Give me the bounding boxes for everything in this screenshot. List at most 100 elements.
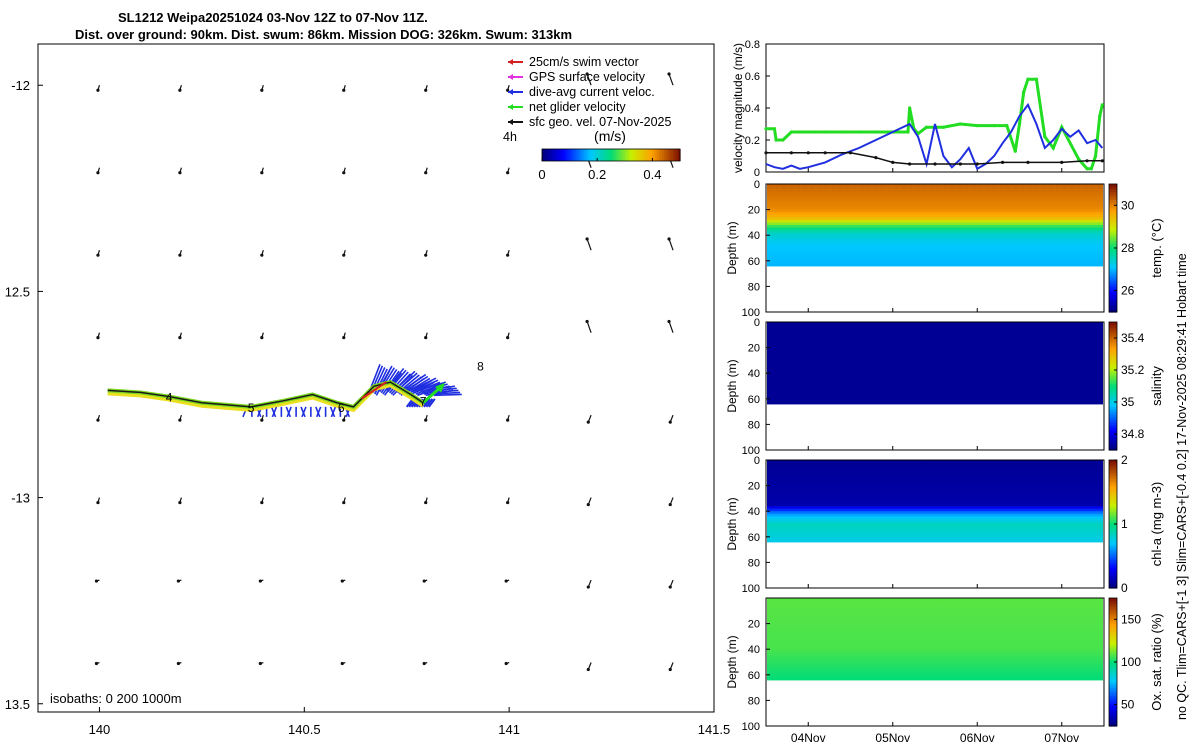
- surface-sample: [872, 597, 878, 603]
- section-band: [767, 521, 1103, 525]
- section-ytick-label: 60: [748, 670, 760, 682]
- colorbar-cell: [1109, 409, 1117, 413]
- velocity-ytick-label: 0.6: [745, 71, 760, 83]
- velocity-point: [1034, 77, 1038, 81]
- sfc-velocity-arrow: [668, 579, 674, 589]
- surface-sample: [816, 459, 822, 465]
- section-frame: [765, 183, 1105, 313]
- colorbar-cell: [1109, 286, 1117, 290]
- surface-sample: [943, 459, 948, 465]
- colorbar-cell: [1109, 685, 1117, 689]
- surface-sample: [823, 321, 829, 327]
- section-ytick-label: 0: [754, 455, 760, 467]
- surface-sample: [809, 459, 815, 465]
- surface-sample: [1083, 183, 1089, 189]
- section-band: [767, 401, 1103, 405]
- surface-sample: [908, 183, 913, 189]
- colorbar-cell: [594, 149, 598, 161]
- surface-sample: [816, 321, 822, 327]
- colorbar-cell: [606, 149, 610, 161]
- colorbar-cell: [562, 149, 566, 161]
- sfc-velocity-arrow: [340, 579, 346, 583]
- velocity-point: [774, 138, 778, 142]
- surface-sample: [1013, 459, 1019, 465]
- colorbar-tick-label: 1: [1121, 517, 1128, 531]
- sfc-velocity-arrow: [506, 250, 510, 257]
- colorbar-cell: [647, 149, 651, 161]
- surface-sample: [844, 597, 850, 603]
- colorbar-cell: [1109, 214, 1117, 218]
- section-band: [767, 539, 1103, 543]
- section-band: [767, 345, 1103, 349]
- section-band: [767, 667, 1103, 671]
- velocity-point: [1043, 135, 1047, 139]
- legend-arrowhead: [508, 104, 513, 110]
- colorbar-cell: [652, 149, 656, 161]
- colorbar-cell: [1109, 360, 1117, 364]
- surface-sample: [886, 321, 892, 327]
- legend-label: 25cm/s swim vector: [529, 55, 639, 69]
- colorbar-cell: [1109, 695, 1117, 699]
- section-band: [767, 383, 1103, 387]
- colorbar-cell: [1109, 268, 1117, 272]
- colorbar-cell: [666, 149, 670, 161]
- surface-sample: [823, 183, 829, 189]
- surface-sample: [971, 321, 977, 327]
- section-band: [767, 217, 1103, 221]
- sfc-velocity-arrow: [668, 414, 674, 424]
- colorbar-cell: [613, 149, 617, 161]
- colorbar-cell: [1109, 720, 1117, 725]
- section-band: [767, 598, 1103, 602]
- colorbar-cell: [1109, 529, 1117, 533]
- surface-sample: [1069, 321, 1075, 327]
- surface-sample: [915, 459, 920, 465]
- surface-sample: [837, 183, 843, 189]
- colorbar-cell: [1109, 242, 1117, 247]
- colorbar-cell: [1109, 273, 1117, 277]
- legend-label: net glider velocity: [529, 100, 626, 114]
- surface-sample: [1069, 597, 1075, 603]
- track-day-label: 4: [166, 391, 173, 405]
- title-line-1: SL1212 Weipa20251024 03-Nov 12Z to 07-No…: [118, 10, 428, 25]
- section-band: [767, 460, 1103, 464]
- colorbar-cell: [1109, 306, 1117, 311]
- surface-sample: [1097, 459, 1103, 465]
- surface-sample: [992, 459, 998, 465]
- surface-sample: [999, 321, 1005, 327]
- colorbar-cell: [1109, 521, 1117, 525]
- section-band: [767, 641, 1103, 645]
- colorbar-label: chl-a (mg m-3): [1149, 482, 1164, 567]
- colorbar-cell: [1109, 299, 1117, 303]
- colorbar-cell: [1109, 212, 1117, 216]
- sfc-velocity-arrow: [506, 167, 510, 175]
- colorbar-cell: [1109, 227, 1117, 231]
- surface-sample: [929, 321, 934, 327]
- section-ytick-label: 20: [748, 205, 760, 217]
- colorbar-cell: [1109, 651, 1117, 655]
- colorbar-tick-label: 35.4: [1121, 331, 1145, 345]
- velocity-ytick-label: 0.2: [745, 135, 760, 147]
- section-band: [767, 214, 1103, 218]
- colorbar-cell: [1109, 511, 1117, 515]
- velocity-point: [823, 130, 827, 134]
- surface-sample: [1097, 597, 1103, 603]
- colorbar-cell: [1109, 585, 1117, 589]
- sfc-velocity-arrow: [586, 497, 592, 507]
- colorbar-cell: [1109, 518, 1117, 523]
- colorbar-cell: [1109, 539, 1117, 543]
- section-ytick-label: 60: [748, 532, 760, 544]
- sfc-velocity-arrow: [178, 414, 182, 422]
- colorbar-cell: [1109, 649, 1117, 653]
- velocity-point: [764, 127, 768, 131]
- colorbar-cell: [634, 149, 637, 161]
- surface-sample: [844, 459, 850, 465]
- depth-section-2: 0 20 40 60 80 100 Depth (m) 34.8 35 35.2 35.4 salin…: [725, 317, 1164, 457]
- surface-sample: [1097, 321, 1103, 327]
- section-band: [767, 350, 1103, 354]
- surface-sample: [1062, 597, 1068, 603]
- surface-sample: [964, 183, 969, 189]
- colorbar-cell: [1109, 327, 1117, 331]
- surface-sample: [1041, 321, 1047, 327]
- section-band: [767, 342, 1103, 346]
- colorbar-tick-label: 0: [538, 167, 545, 182]
